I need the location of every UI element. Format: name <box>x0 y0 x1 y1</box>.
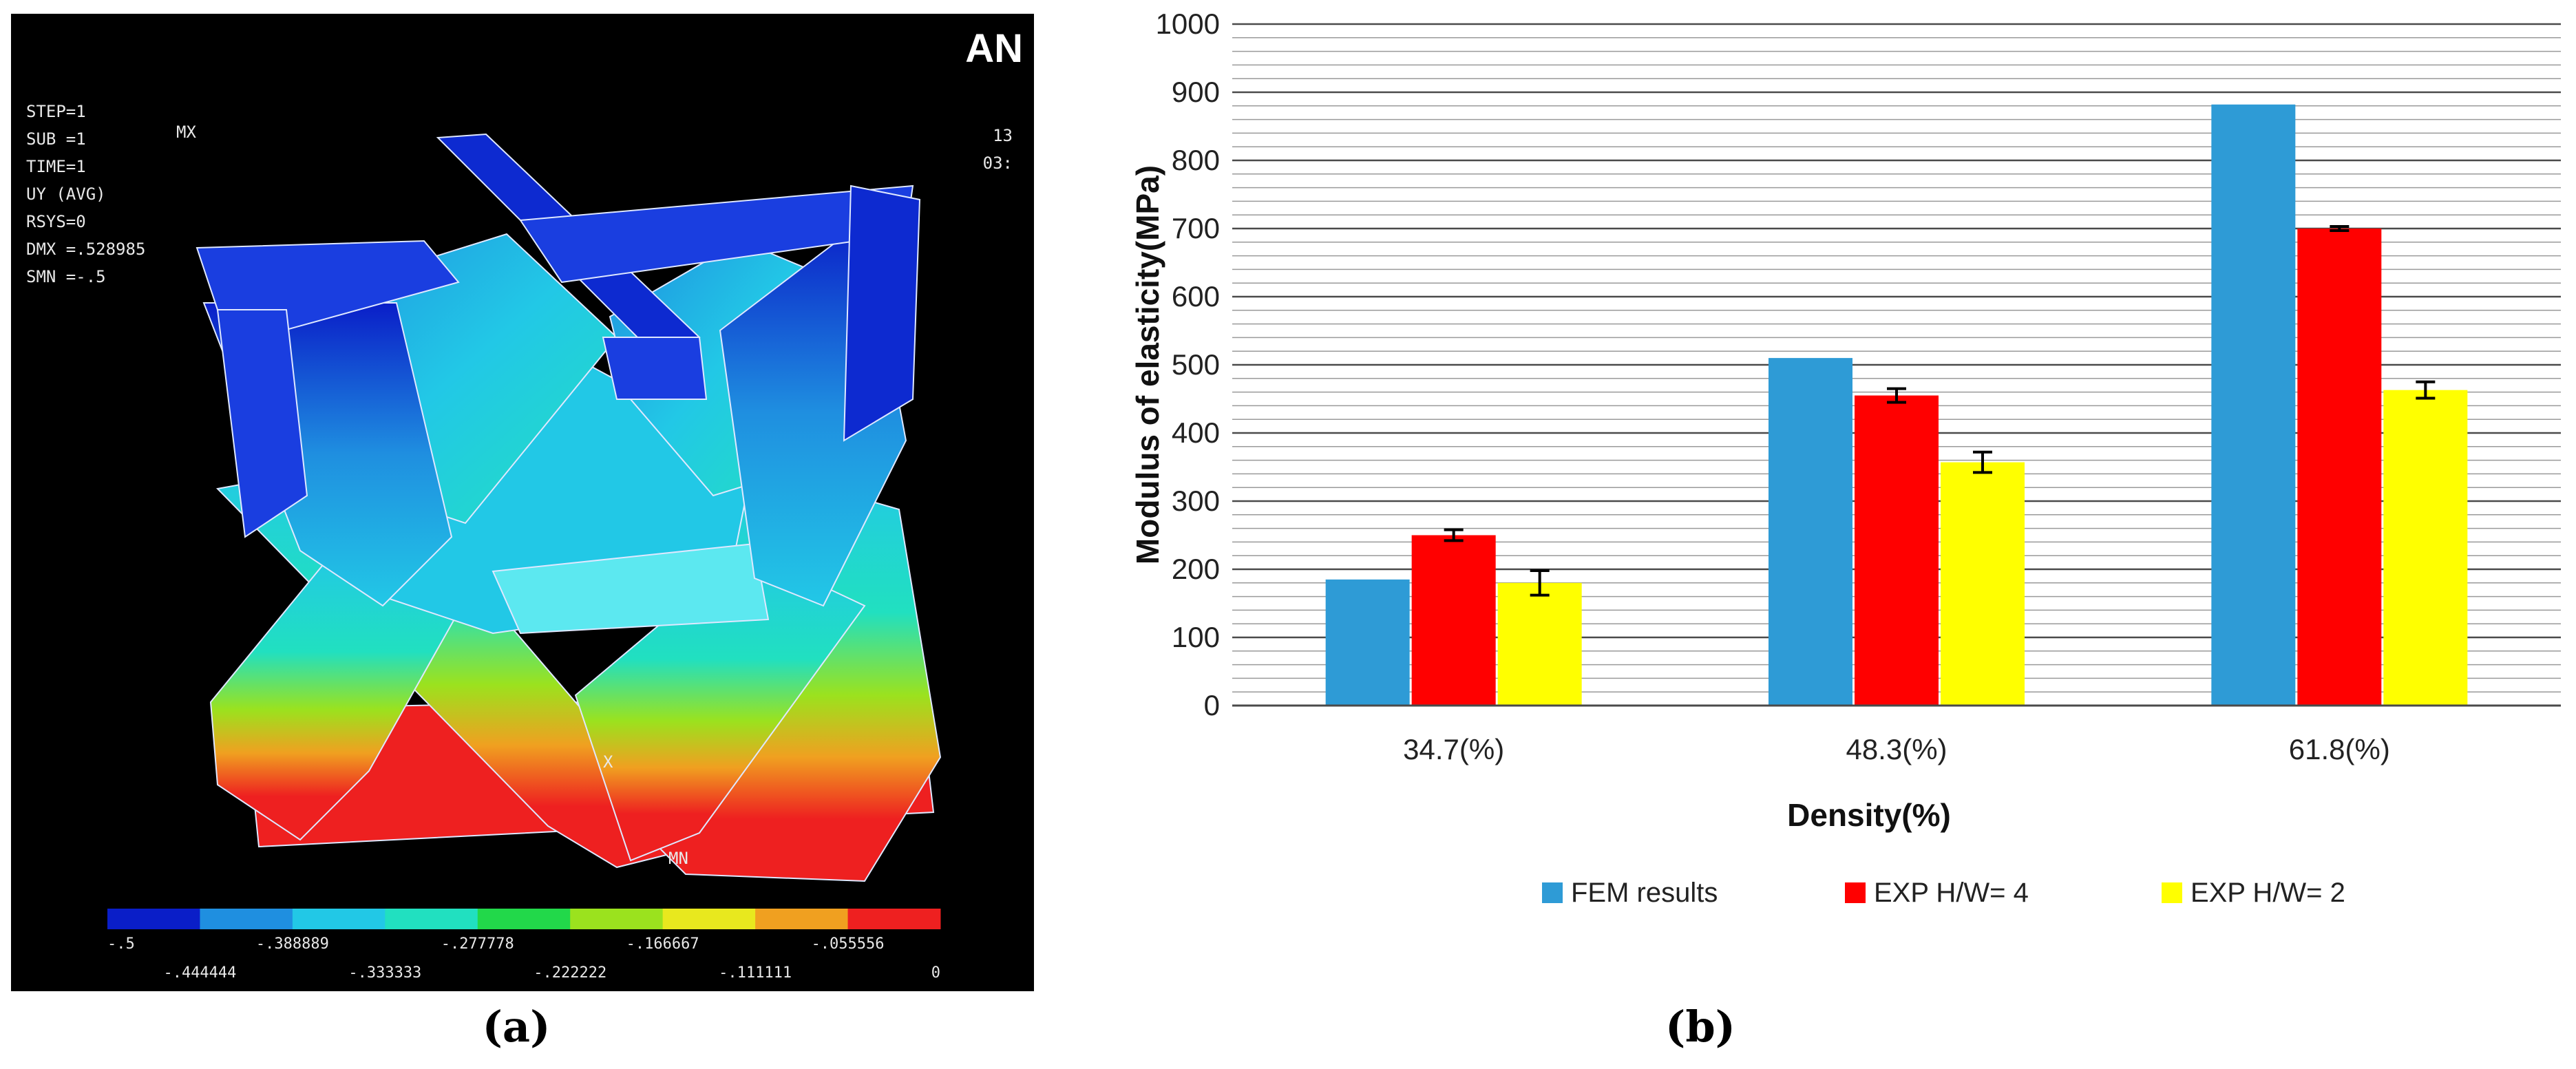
colorbar-label-top: -.055556 <box>812 935 885 953</box>
ansys-logo-text: AN <box>965 26 1023 71</box>
colorbar-label-bottom: -.444444 <box>163 964 236 982</box>
bar <box>1497 582 1582 706</box>
time-fragment: 03: <box>983 154 1013 173</box>
legend-swatch <box>1845 882 1866 903</box>
y-tick-label: 1000 <box>1156 8 1220 40</box>
node-label-mn: MN <box>668 849 688 868</box>
bar <box>1325 579 1410 706</box>
info-line: RSYS=0 <box>26 212 86 231</box>
colorbar-labels: -.5 -.388889 -.277778 -.166667 -.055556 -.444… <box>107 935 940 982</box>
y-tick-label: 400 <box>1172 416 1220 449</box>
info-line: UY (AVG) <box>26 184 106 204</box>
x-axis-ticks: 34.7(%) 48.3(%) 61.8(%) <box>1403 733 2390 765</box>
colorbar-swatch <box>477 909 571 929</box>
bar <box>2383 390 2468 706</box>
legend-swatch <box>2162 882 2182 903</box>
bar <box>1769 358 1852 706</box>
y-tick-label: 700 <box>1172 212 1220 244</box>
legend: FEM results EXP H/W= 4 EXP H/W= 2 <box>1542 878 2345 908</box>
colorbar-swatch <box>847 909 941 929</box>
x-tick-label: 34.7(%) <box>1403 733 1504 765</box>
legend-label: FEM results <box>1571 878 1718 908</box>
bar-chart: 0 100 200 300 400 500 600 700 800 900 1000 34.7(%)… <box>1130 8 2561 908</box>
bars <box>1232 104 2561 707</box>
bar <box>1941 462 2025 706</box>
colorbar <box>107 909 941 929</box>
y-tick-label: 600 <box>1172 280 1220 313</box>
axis-triad-label: X <box>603 752 613 772</box>
x-axis-title: Density(%) <box>1787 797 1951 833</box>
x-tick-label: 61.8(%) <box>2289 733 2390 765</box>
y-axis-title: Modulus of elasticity(MPa) <box>1130 165 1165 564</box>
bar <box>1855 395 1939 706</box>
y-tick-label: 200 <box>1172 553 1220 585</box>
y-tick-label: 900 <box>1172 76 1220 108</box>
legend-label: EXP H/W= 2 <box>2190 878 2345 908</box>
legend-swatch <box>1542 882 1563 903</box>
colorbar-swatch <box>292 909 386 929</box>
y-axis-ticks: 0 100 200 300 400 500 600 700 800 900 1000 <box>1156 8 1220 721</box>
info-line: TIME=1 <box>26 157 86 176</box>
colorbar-swatch <box>662 909 756 929</box>
ansys-render: STEP=1 SUB =1 TIME=1 UY (AVG) RSYS=0 DMX =.52… <box>26 26 1023 982</box>
bar <box>2297 229 2382 706</box>
colorbar-label-bottom: -.111111 <box>719 964 792 982</box>
colorbar-label-top: -.277778 <box>441 935 514 953</box>
colorbar-label-bottom: -.222222 <box>534 964 606 982</box>
colorbar-label-top: -.166667 <box>626 935 699 953</box>
colorbar-swatch <box>385 909 478 929</box>
colorbar-swatch <box>570 909 664 929</box>
y-tick-label: 800 <box>1172 144 1220 176</box>
colorbar-swatch <box>200 909 293 929</box>
y-tick-label: 500 <box>1172 348 1220 381</box>
info-line: STEP=1 <box>26 102 86 121</box>
date-fragment: 13 <box>993 126 1013 145</box>
bar <box>1411 535 1496 706</box>
colorbar-label-bottom: 0 <box>931 964 940 982</box>
colorbar-swatch <box>107 909 200 929</box>
lattice-structure <box>196 133 942 882</box>
colorbar-label-bottom: -.333333 <box>348 964 421 982</box>
info-line: SMN =-.5 <box>26 267 106 286</box>
caption-a: (a) <box>482 1002 551 1052</box>
legend-label: EXP H/W= 4 <box>1874 878 2029 908</box>
colorbar-swatch <box>755 909 849 929</box>
node-label-mx: MX <box>176 123 196 142</box>
info-line: DMX =.528985 <box>26 240 145 259</box>
bar <box>2211 104 2296 706</box>
info-line: SUB =1 <box>26 129 86 149</box>
x-tick-label: 48.3(%) <box>1846 733 1947 765</box>
colorbar-label-top: -.388889 <box>256 935 329 953</box>
y-tick-label: 0 <box>1204 689 1220 721</box>
y-tick-label: 100 <box>1172 621 1220 653</box>
caption-b: (b) <box>1665 1002 1736 1052</box>
ansys-panel: STEP=1 SUB =1 TIME=1 UY (AVG) RSYS=0 DMX =.52… <box>11 14 1034 991</box>
y-tick-label: 300 <box>1172 485 1220 517</box>
ansys-info-block: STEP=1 SUB =1 TIME=1 UY (AVG) RSYS=0 DMX =.52… <box>26 102 145 286</box>
colorbar-label-top: -.5 <box>107 935 135 953</box>
